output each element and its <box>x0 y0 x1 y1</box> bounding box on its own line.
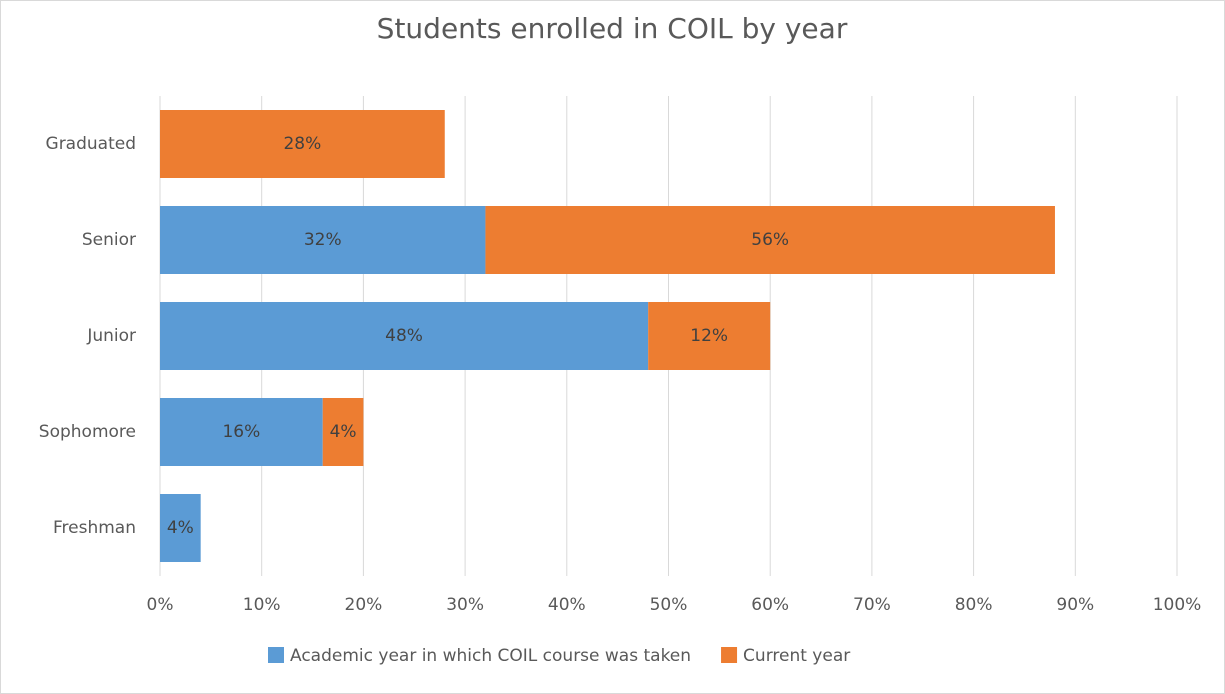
chart-title: Students enrolled in COIL by year <box>377 12 848 45</box>
x-tick-label: 80% <box>955 595 993 615</box>
bar-segment <box>648 302 771 370</box>
x-tick-label: 50% <box>650 595 688 615</box>
bar-segment <box>160 206 486 274</box>
x-tick-label: 100% <box>1153 595 1202 615</box>
legend-label: Current year <box>743 646 850 666</box>
bar-segment <box>160 494 201 562</box>
legend-swatch <box>268 647 284 663</box>
bar-segment <box>160 110 445 178</box>
bar-segment <box>160 398 323 466</box>
x-tick-label: 10% <box>243 595 281 615</box>
y-tick-label: Senior <box>82 230 136 250</box>
y-tick-label: Graduated <box>46 134 136 154</box>
data-label: 28% <box>283 134 321 154</box>
bar-segment <box>322 398 364 466</box>
data-label: 12% <box>690 326 728 346</box>
x-tick-label: 40% <box>548 595 586 615</box>
data-label: 32% <box>304 230 342 250</box>
data-label: 16% <box>222 422 260 442</box>
data-label: 4% <box>330 422 357 442</box>
y-tick-label: Freshman <box>53 518 136 538</box>
x-tick-label: 90% <box>1056 595 1094 615</box>
legend-label: Academic year in which COIL course was t… <box>290 646 691 666</box>
x-tick-label: 20% <box>345 595 383 615</box>
bar-segment <box>485 206 1055 274</box>
data-label: 56% <box>751 230 789 250</box>
x-tick-label: 30% <box>446 595 484 615</box>
y-tick-label: Sophomore <box>39 422 136 442</box>
data-label: 48% <box>385 326 423 346</box>
x-tick-label: 0% <box>147 595 174 615</box>
data-label: 4% <box>167 518 194 538</box>
legend-swatch <box>721 647 738 663</box>
y-tick-label: Junior <box>86 326 136 346</box>
bar-segment <box>160 302 649 370</box>
x-tick-label: 60% <box>751 595 789 615</box>
x-tick-label: 70% <box>853 595 891 615</box>
